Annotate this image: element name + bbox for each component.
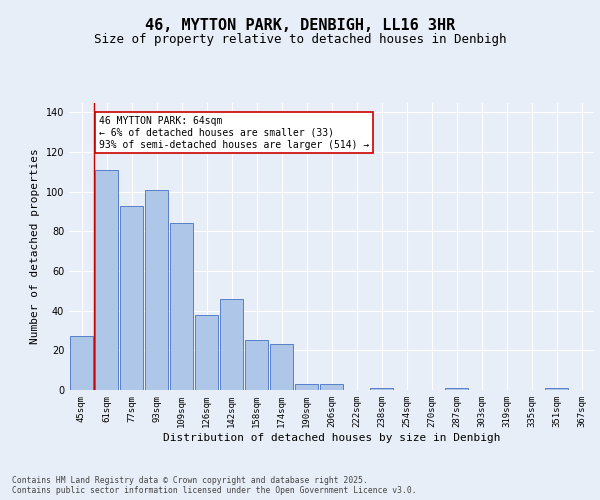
Bar bbox=[170, 224, 193, 390]
Text: 46, MYTTON PARK, DENBIGH, LL16 3HR: 46, MYTTON PARK, DENBIGH, LL16 3HR bbox=[145, 18, 455, 34]
X-axis label: Distribution of detached houses by size in Denbigh: Distribution of detached houses by size … bbox=[163, 432, 500, 442]
Bar bbox=[245, 340, 268, 390]
Y-axis label: Number of detached properties: Number of detached properties bbox=[30, 148, 40, 344]
Text: Size of property relative to detached houses in Denbigh: Size of property relative to detached ho… bbox=[94, 32, 506, 46]
Bar bbox=[295, 384, 319, 390]
Bar bbox=[194, 314, 218, 390]
Bar bbox=[269, 344, 293, 390]
Bar bbox=[145, 190, 169, 390]
Bar bbox=[320, 384, 343, 390]
Text: Contains HM Land Registry data © Crown copyright and database right 2025.
Contai: Contains HM Land Registry data © Crown c… bbox=[12, 476, 416, 495]
Text: 46 MYTTON PARK: 64sqm
← 6% of detached houses are smaller (33)
93% of semi-detac: 46 MYTTON PARK: 64sqm ← 6% of detached h… bbox=[99, 116, 369, 150]
Bar bbox=[220, 299, 244, 390]
Bar bbox=[119, 206, 143, 390]
Bar bbox=[370, 388, 394, 390]
Bar bbox=[445, 388, 469, 390]
Bar bbox=[70, 336, 94, 390]
Bar bbox=[545, 388, 568, 390]
Bar bbox=[95, 170, 118, 390]
